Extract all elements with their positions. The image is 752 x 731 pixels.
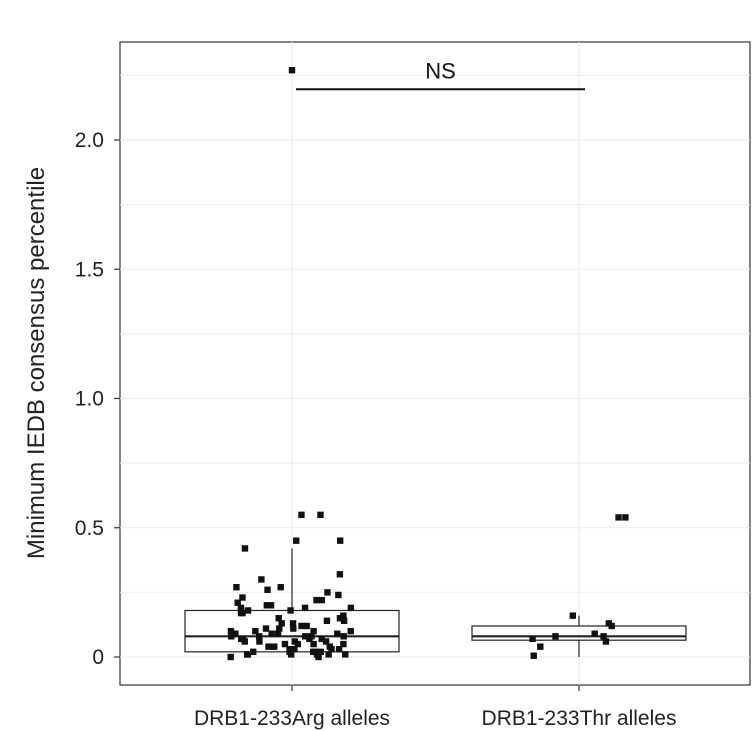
data-point xyxy=(530,652,537,659)
data-point xyxy=(569,612,577,619)
data-point xyxy=(317,648,324,656)
data-point xyxy=(256,633,263,640)
data-point xyxy=(315,653,322,661)
data-point xyxy=(269,643,277,650)
data-point xyxy=(340,617,348,625)
data-point xyxy=(340,633,347,640)
data-point xyxy=(306,635,313,643)
data-point xyxy=(310,640,317,648)
data-point xyxy=(602,638,610,645)
data-point xyxy=(317,511,324,519)
data-point xyxy=(275,615,282,622)
data-point xyxy=(336,615,344,622)
data-point xyxy=(228,633,235,640)
data-point xyxy=(287,607,294,614)
box-iqr xyxy=(471,625,687,641)
data-point xyxy=(298,622,305,630)
y-tick-label: 2.0 xyxy=(75,129,104,152)
data-point xyxy=(318,596,325,604)
data-point xyxy=(241,638,248,645)
data-point xyxy=(262,625,270,632)
y-tick-label: 0 xyxy=(92,646,104,669)
data-point xyxy=(252,627,259,635)
data-point xyxy=(293,537,300,544)
data-point xyxy=(334,630,341,637)
data-point xyxy=(615,514,622,521)
grid-lines xyxy=(120,42,750,685)
data-point xyxy=(239,594,246,601)
data-point xyxy=(290,625,297,632)
significance-label: NS xyxy=(425,58,456,83)
data-point xyxy=(250,648,257,656)
data-point xyxy=(622,514,629,521)
data-point xyxy=(301,604,309,612)
annotations: NS xyxy=(296,58,585,91)
data-point xyxy=(234,599,241,606)
data-point xyxy=(537,643,544,650)
data-point xyxy=(256,638,263,645)
data-point xyxy=(233,584,240,591)
data-point xyxy=(298,511,305,519)
data-point xyxy=(227,627,235,635)
data-point xyxy=(268,630,275,637)
y-tick-label: 1.5 xyxy=(75,258,104,281)
data-point xyxy=(288,67,296,74)
data-point xyxy=(313,596,320,604)
data-point xyxy=(529,635,536,643)
data-point xyxy=(322,638,330,645)
data-point xyxy=(291,646,298,653)
data-point xyxy=(287,651,295,658)
data-point xyxy=(303,622,310,630)
data-point xyxy=(336,571,344,578)
data-point xyxy=(281,640,289,648)
data-point xyxy=(237,609,245,617)
data-point xyxy=(310,627,317,635)
data-point xyxy=(276,625,283,632)
data-point xyxy=(264,586,271,593)
data-point xyxy=(335,646,343,653)
data-point xyxy=(328,646,335,653)
data-point xyxy=(347,604,355,612)
x-tick-label: DRB1-233Thr alleles xyxy=(482,707,677,730)
data-point xyxy=(232,630,239,637)
data-point xyxy=(552,633,559,640)
data-point xyxy=(258,576,265,583)
data-point xyxy=(340,640,347,648)
data-point xyxy=(600,633,607,640)
data-point xyxy=(340,612,347,619)
data-point xyxy=(289,620,297,627)
y-tick-label: 1.0 xyxy=(75,388,104,411)
y-axis-title: Minimum IEDB consensus percentile xyxy=(23,167,50,559)
data-point xyxy=(347,627,354,635)
data-point xyxy=(342,651,349,658)
data-points xyxy=(227,67,629,661)
data-point xyxy=(336,537,344,544)
x-tick-label: DRB1-233Arg alleles xyxy=(194,707,390,730)
data-point xyxy=(241,545,249,552)
data-point xyxy=(323,617,331,625)
data-point xyxy=(318,635,325,643)
data-point xyxy=(325,651,332,658)
y-tick-label: 0.5 xyxy=(75,517,104,540)
axes: 0 0.5 1.0 1.5 2.0 DRB1-233Arg alleles DRB1-233… xyxy=(75,129,677,730)
data-point xyxy=(243,651,251,658)
data-point xyxy=(278,620,285,627)
data-point xyxy=(324,589,331,596)
data-point xyxy=(263,602,271,609)
data-point xyxy=(301,633,309,640)
data-point xyxy=(227,653,234,661)
data-point xyxy=(335,591,342,599)
data-point xyxy=(267,602,275,609)
data-point xyxy=(310,648,317,656)
data-point xyxy=(265,643,272,650)
data-point xyxy=(591,630,598,637)
data-point xyxy=(608,622,615,630)
data-point xyxy=(294,640,301,648)
plot-panel xyxy=(119,41,751,686)
data-point xyxy=(274,630,282,637)
data-point xyxy=(277,584,284,591)
data-point xyxy=(244,607,252,614)
